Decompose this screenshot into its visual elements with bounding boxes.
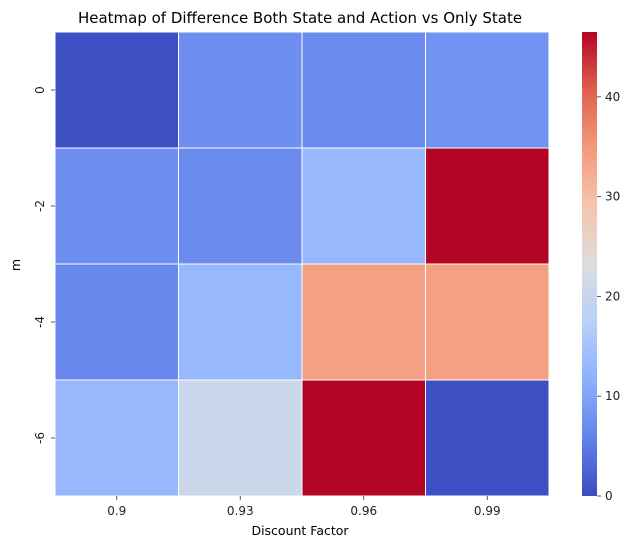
heatmap-cells bbox=[54, 31, 550, 497]
heatmap-cell bbox=[301, 31, 426, 149]
heatmap-cell bbox=[54, 147, 179, 265]
colorbar bbox=[582, 32, 597, 496]
heatmap-cell bbox=[301, 379, 426, 497]
y-tick-label: -6 bbox=[33, 432, 47, 444]
heatmap-cell bbox=[425, 263, 550, 381]
heatmap-cell bbox=[425, 379, 550, 497]
x-tick-label: 0.96 bbox=[350, 504, 377, 518]
colorbar-tick-label: 20 bbox=[605, 289, 620, 303]
y-tick-label: -2 bbox=[33, 200, 47, 212]
y-axis-ticks: 0 -2 -4 -6 bbox=[33, 86, 55, 444]
y-tick-label: 0 bbox=[33, 86, 47, 94]
heatmap-cell bbox=[54, 263, 179, 381]
heatmap-cell bbox=[178, 379, 303, 497]
heatmap-cell bbox=[178, 147, 303, 265]
x-tick-label: 0.9 bbox=[107, 504, 126, 518]
heatmap-cell bbox=[425, 147, 550, 265]
heatmap-cell bbox=[301, 263, 426, 381]
colorbar-tick-label: 40 bbox=[605, 90, 620, 104]
colorbar-ticks: 0 10 20 30 40 bbox=[597, 90, 620, 503]
y-axis-label: m bbox=[8, 259, 23, 271]
x-tick-label: 0.99 bbox=[474, 504, 501, 518]
heatmap-cell bbox=[301, 147, 426, 265]
heatmap-cell bbox=[54, 31, 179, 149]
colorbar-tick-label: 0 bbox=[605, 489, 613, 503]
chart-title: Heatmap of Difference Both State and Act… bbox=[78, 9, 522, 27]
x-axis-ticks: 0.9 0.93 0.96 0.99 bbox=[107, 496, 501, 518]
colorbar-tick-label: 10 bbox=[605, 389, 620, 403]
heatmap-cell bbox=[178, 263, 303, 381]
heatmap-cell bbox=[54, 379, 179, 497]
colorbar-tick-label: 30 bbox=[605, 190, 620, 204]
heatmap-cell bbox=[178, 31, 303, 149]
y-tick-label: -4 bbox=[33, 316, 47, 328]
x-axis-label: Discount Factor bbox=[251, 523, 349, 538]
heatmap-cell bbox=[425, 31, 550, 149]
x-tick-label: 0.93 bbox=[227, 504, 254, 518]
